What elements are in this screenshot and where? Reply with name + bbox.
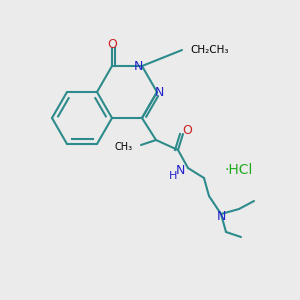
Text: ·HCl: ·HCl: [225, 163, 254, 177]
Text: N: N: [175, 164, 185, 178]
Text: CH₂CH₃: CH₂CH₃: [190, 45, 229, 55]
Text: H: H: [169, 171, 177, 181]
Text: N: N: [133, 59, 143, 73]
Text: N: N: [154, 85, 164, 98]
Text: N: N: [216, 209, 226, 223]
Text: CH₃: CH₃: [115, 142, 133, 152]
Text: O: O: [107, 38, 117, 50]
Text: O: O: [182, 124, 192, 136]
